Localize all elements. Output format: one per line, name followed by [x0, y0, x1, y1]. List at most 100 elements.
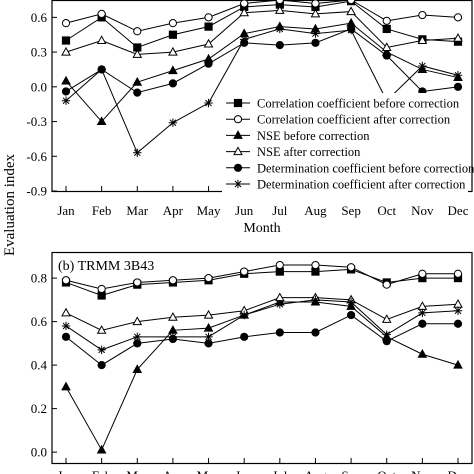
x-tick-label-oct: Oct [377, 468, 396, 474]
x-tick-label-jan: Jan [57, 468, 75, 474]
legend-background [222, 93, 468, 195]
x-tick-label-feb: Feb [92, 468, 112, 474]
data-point-nov [418, 269, 427, 278]
series-correlation-coefficient-after-correction [61, 0, 463, 36]
legend-label: Correlation coefficient after correction [257, 113, 451, 127]
series-determination-coefficient-after-correction [61, 295, 463, 355]
data-point-sep [346, 263, 356, 272]
plot-frame [51, 251, 473, 465]
data-point-aug [311, 29, 320, 38]
data-point-jan [61, 332, 71, 341]
x-tick-label-dec: Dec [448, 203, 469, 218]
data-point-may [203, 38, 214, 48]
data-point-mar [133, 278, 142, 287]
data-point-oct [382, 51, 391, 60]
x-tick-label-jun: Jun [235, 203, 254, 218]
data-point-may [204, 98, 213, 108]
data-point-dec [453, 298, 463, 308]
y-tick-label: -0.3 [26, 114, 47, 129]
data-point-jul [275, 260, 284, 270]
data-point-dec [453, 269, 463, 278]
x-axis-label: Month [243, 221, 280, 236]
data-point-aug [311, 295, 320, 305]
data-point-apr [168, 276, 178, 285]
series-line [65, 299, 459, 351]
data-point-apr [168, 312, 178, 321]
data-point-jan [61, 46, 71, 56]
data-point-may [204, 22, 213, 31]
data-point-jan [61, 381, 71, 391]
data-point-jul [275, 328, 284, 337]
legend-marker [233, 179, 243, 189]
y-tick-label: 0.3 [31, 45, 47, 60]
data-point-jun [239, 35, 249, 44]
x-tick-label-sep: Sep [341, 468, 361, 474]
data-point-jan [61, 87, 71, 96]
data-point-mar [133, 332, 142, 342]
x-tick-label-nov: Nov [411, 203, 434, 218]
legend-item-correlation-coefficient-after-correction: Correlation coefficient after correction [226, 113, 451, 127]
y-tick-label: 0.6 [31, 10, 48, 25]
series-determination-coefficient-before-correction [61, 310, 463, 370]
data-point-jul [275, 24, 285, 34]
data-point-apr [168, 79, 178, 88]
data-point-jul [274, 5, 285, 14]
data-point-mar [132, 364, 143, 373]
data-point-feb [96, 325, 107, 334]
data-point-aug [310, 8, 321, 18]
data-point-apr [168, 118, 178, 127]
data-point-feb [97, 65, 106, 74]
legend: Correlation coefficient before correctio… [222, 93, 474, 195]
data-point-jan [61, 19, 71, 28]
data-point-may [204, 59, 213, 68]
series-line [65, 268, 458, 297]
x-tick-label-apr: Apr [163, 468, 184, 474]
data-point-apr [168, 46, 178, 56]
data-point-jun [240, 0, 249, 8]
data-point-mar [133, 88, 142, 97]
data-point-nov [418, 319, 427, 328]
series-line [65, 297, 459, 331]
data-point-feb [97, 284, 106, 294]
series-line [65, 301, 459, 452]
data-point-jan [61, 276, 71, 285]
legend-marker [233, 163, 243, 172]
data-point-apr [168, 65, 178, 75]
data-point-mar [132, 76, 143, 86]
x-tick-label-jul: Jul [272, 203, 288, 218]
legend-item-nse-after-correction: NSE after correction [226, 145, 361, 159]
y-tick-label: 0.0 [31, 445, 47, 460]
x-tick-label-sep: Sep [341, 203, 361, 218]
data-point-sep [346, 0, 356, 5]
data-point-feb [97, 345, 106, 355]
data-point-dec [453, 359, 463, 369]
series-nse-before-correction [61, 296, 463, 454]
data-point-jul [274, 292, 285, 302]
data-point-dec [453, 82, 463, 91]
series-nse-after-correction [61, 292, 463, 334]
data-point-jun [239, 7, 250, 17]
data-point-dec [453, 319, 463, 328]
series-line [65, 9, 459, 55]
series-line [65, 0, 459, 49]
data-point-jan [61, 321, 71, 331]
data-point-feb [97, 9, 106, 18]
data-point-feb [96, 35, 107, 45]
legend-label: Correlation coefficient before correctio… [257, 97, 460, 111]
data-point-apr [168, 332, 178, 342]
y-tick-label: 0.2 [31, 401, 47, 416]
data-point-jan [61, 96, 71, 105]
data-point-feb [97, 361, 106, 370]
data-point-dec [453, 71, 463, 80]
y-tick-label: -0.9 [26, 184, 47, 199]
x-tick-label-jul: Jul [272, 468, 288, 474]
data-point-feb [96, 116, 107, 126]
data-point-nov [418, 10, 427, 20]
x-tick-label-mar: Mar [126, 468, 148, 474]
data-point-mar [132, 49, 143, 58]
data-point-aug [311, 0, 320, 8]
data-point-sep [346, 297, 356, 307]
data-point-may [204, 332, 213, 342]
data-point-dec [453, 306, 463, 315]
series-line [65, 28, 459, 94]
